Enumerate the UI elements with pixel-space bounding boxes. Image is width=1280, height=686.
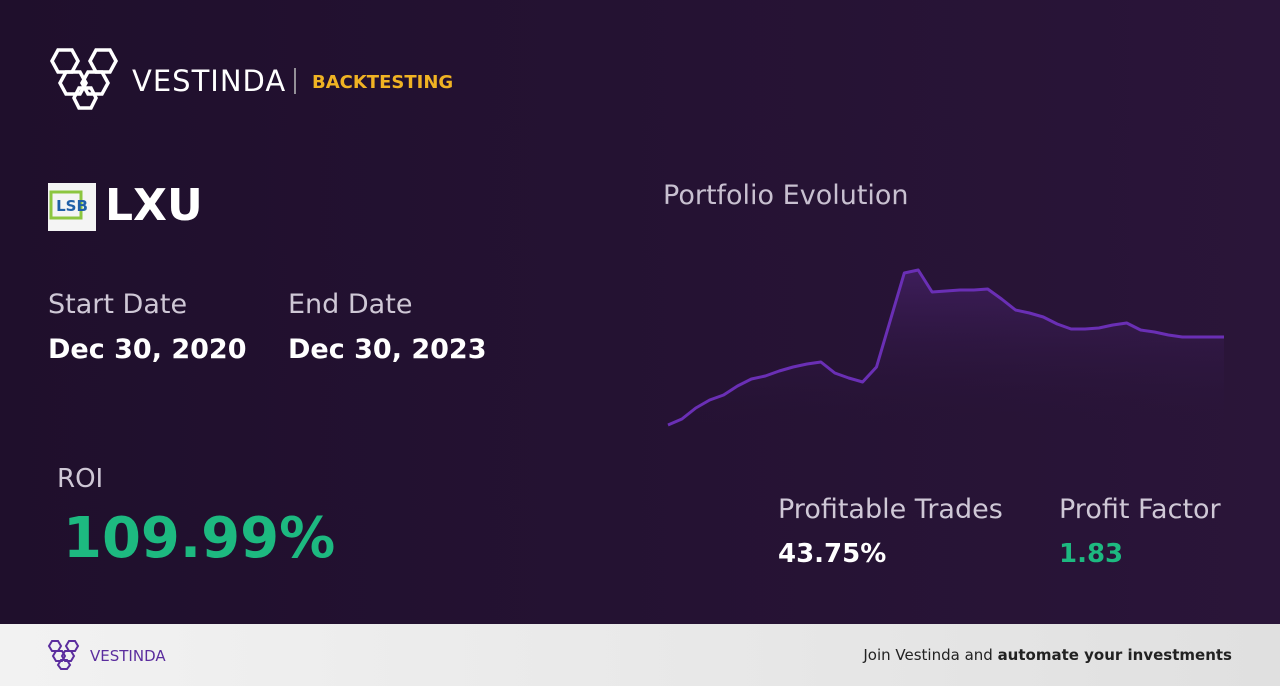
sparkline: [667, 268, 1224, 427]
stock-logo-text: LSB: [56, 197, 88, 215]
start-label: Start Date: [48, 289, 187, 320]
roi-value: 109.99%: [63, 506, 335, 571]
cta-plain: Join Vestinda and: [862, 646, 997, 664]
footer-brand: VESTINDA: [90, 647, 166, 665]
start-value: Dec 30, 2020: [48, 334, 247, 365]
factor-label: Profit Factor: [1059, 494, 1222, 525]
cta-bold: automate your investments: [998, 646, 1232, 664]
brand-logo: [50, 48, 118, 110]
footer: [0, 624, 1280, 686]
chart-title: Portfolio Evolution: [663, 180, 909, 211]
footer-cta: Join Vestinda and automate your investme…: [862, 646, 1232, 664]
ticker: LXU: [105, 180, 203, 231]
section-label: BACKTESTING: [312, 72, 453, 93]
stock-logo-frame: [49, 190, 83, 220]
area: [668, 270, 1224, 425]
end-label: End Date: [288, 289, 412, 320]
factor-value: 1.83: [1059, 539, 1123, 569]
profitable-label: Profitable Trades: [778, 494, 1003, 525]
line: [667, 268, 1224, 427]
roi-label: ROI: [57, 464, 103, 494]
background: [0, 0, 1280, 624]
brand-name: VESTINDA: [132, 64, 286, 98]
end-value: Dec 30, 2023: [288, 334, 487, 365]
profitable-value: 43.75%: [778, 539, 886, 569]
footer-logo: [47, 640, 80, 670]
